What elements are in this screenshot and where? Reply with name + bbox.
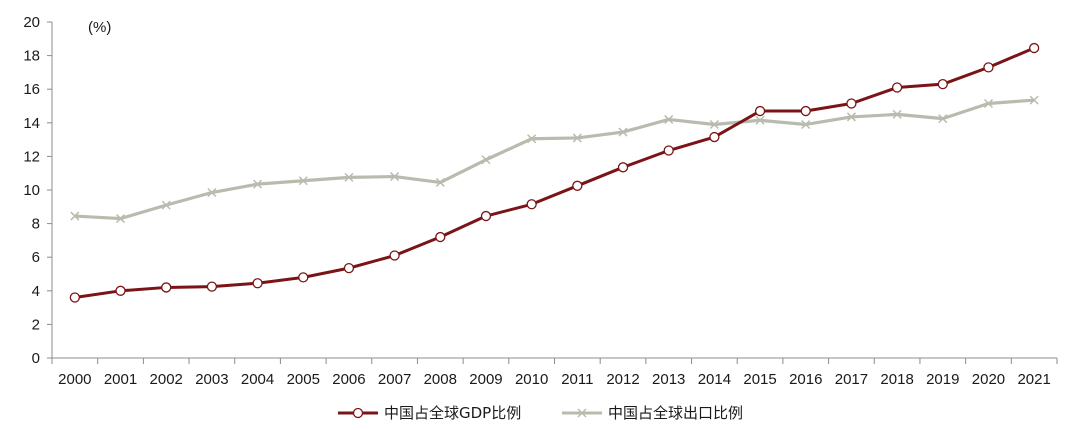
- x-tick-label: 2006: [332, 371, 365, 388]
- legend-marker: [352, 407, 364, 419]
- x-tick-label: 2004: [241, 371, 274, 388]
- data-point: [207, 187, 217, 198]
- data-point: [161, 200, 171, 210]
- legend: 中国占全球GDP比例 中国占全球出口比例: [338, 404, 743, 422]
- data-point: [161, 282, 172, 293]
- data-point: [892, 109, 902, 119]
- y-tick-label: 2: [32, 316, 40, 333]
- data-point: [891, 82, 903, 93]
- x-tick-label: 2010: [515, 371, 548, 388]
- y-tick-label: 12: [23, 148, 40, 165]
- y-tick-label: 18: [23, 48, 40, 65]
- x-tick-label: 2008: [424, 371, 457, 388]
- y-tick-label: 10: [23, 182, 40, 199]
- x-tick-label: 2016: [789, 371, 822, 388]
- data-point: [69, 292, 80, 303]
- data-point: [481, 155, 491, 165]
- x-tick-label: 2011: [561, 371, 593, 388]
- data-point: [115, 285, 126, 296]
- data-point: [663, 145, 674, 156]
- data-point: [938, 114, 948, 124]
- data-point: [206, 281, 218, 292]
- x-tick-label: 2018: [880, 371, 913, 388]
- data-point: [343, 262, 355, 274]
- data-point: [709, 119, 719, 130]
- data-point: [390, 172, 400, 182]
- legend-label: 中国占全球GDP比例: [384, 404, 521, 422]
- x-tick-label: 2002: [150, 371, 183, 388]
- x-tick-label: 2012: [606, 371, 639, 388]
- x-tick-label: 2005: [287, 371, 320, 388]
- data-point: [1029, 95, 1039, 105]
- data-point: [389, 250, 400, 261]
- series-layer: [69, 42, 1040, 303]
- x-tick-label: 2017: [835, 371, 868, 388]
- data-point: [572, 180, 583, 191]
- y-tick-label: 14: [23, 115, 40, 132]
- data-point: [709, 131, 720, 143]
- y-tick-label: 0: [32, 350, 40, 367]
- x-tick-label: 2015: [743, 371, 776, 388]
- data-point: [480, 210, 492, 222]
- legend-item-2: 中国占全球出口比例: [562, 404, 743, 422]
- data-point: [253, 179, 263, 189]
- y-axis-unit-label: (%): [88, 19, 111, 36]
- data-point: [846, 98, 857, 109]
- data-point: [252, 278, 263, 289]
- y-tick-label: 16: [23, 81, 40, 98]
- legend-label: 中国占全球出口比例: [608, 404, 743, 422]
- data-point: [800, 105, 811, 117]
- data-point: [298, 176, 308, 186]
- y-axis: 0 2 4 6 8 10 12 14 16 18 20: [23, 14, 53, 367]
- series-line: [74, 98, 1035, 221]
- data-point: [572, 133, 582, 143]
- data-point: [755, 115, 765, 125]
- data-point: [754, 105, 766, 117]
- series-2: [70, 95, 1039, 224]
- data-point: [298, 272, 309, 283]
- data-point: [527, 134, 537, 144]
- legend-marker: [577, 408, 587, 418]
- data-point: [526, 199, 537, 210]
- y-tick-label: 8: [32, 216, 40, 233]
- data-point: [983, 62, 994, 73]
- x-tick-label: 2021: [1017, 371, 1050, 388]
- x-tick-label: 2014: [698, 371, 731, 388]
- data-point: [937, 79, 948, 90]
- y-tick-label: 6: [32, 249, 40, 266]
- data-point: [983, 98, 994, 109]
- data-point: [435, 177, 445, 187]
- series-1: [69, 42, 1040, 303]
- x-tick-label: 2009: [469, 371, 502, 388]
- x-tick-label: 2020: [972, 371, 1005, 388]
- x-tick-label: 2003: [195, 371, 228, 388]
- data-point: [664, 114, 674, 124]
- data-point: [344, 172, 354, 182]
- data-point: [801, 119, 811, 130]
- series-line: [74, 46, 1035, 300]
- x-tick-label: 2000: [58, 371, 91, 388]
- y-tick-label: 4: [32, 283, 40, 300]
- x-tick-label: 2019: [926, 371, 959, 388]
- x-tick-label: 2007: [378, 371, 411, 388]
- data-point: [846, 112, 856, 122]
- x-tick-label: 2013: [652, 371, 685, 388]
- data-point: [617, 162, 629, 173]
- data-point: [435, 231, 446, 243]
- data-point: [618, 127, 628, 137]
- data-point: [1029, 42, 1040, 54]
- x-tick-label: 2001: [104, 371, 137, 388]
- data-point: [70, 211, 80, 221]
- x-axis: 2000 2001 2002 2003 2004 2005 2006 2007 2008 2009…: [51, 357, 1058, 388]
- legend-item-1: 中国占全球GDP比例: [338, 404, 521, 422]
- data-point: [115, 214, 126, 224]
- y-tick-label: 20: [23, 14, 40, 31]
